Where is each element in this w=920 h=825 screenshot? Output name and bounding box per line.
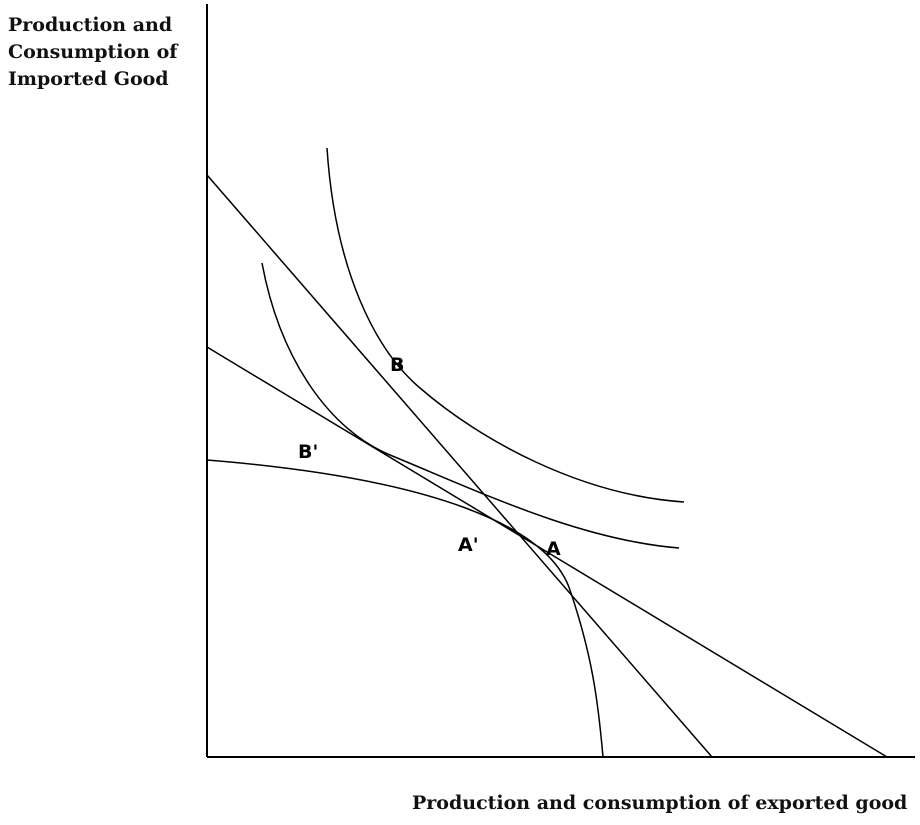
indifference-curve-low <box>261 262 680 549</box>
point-label-a: A <box>546 538 561 560</box>
y-axis-label-line-2: Consumption of <box>8 41 178 63</box>
price-line-flat <box>206 346 888 758</box>
production-possibility-frontier <box>206 459 604 758</box>
price-line-steep <box>206 174 713 758</box>
point-label-b: B <box>390 354 404 376</box>
y-axis-label-line-1: Production and <box>8 14 173 36</box>
x-axis-label: Production and consumption of exported g… <box>412 792 908 814</box>
y-axis-label: Production and Consumption of Imported G… <box>8 12 198 93</box>
indifference-curve-high <box>326 147 685 503</box>
y-axis-label-line-3: Imported Good <box>8 68 169 90</box>
point-label-a-prime: A' <box>458 534 479 556</box>
point-label-b-prime: B' <box>298 441 318 463</box>
